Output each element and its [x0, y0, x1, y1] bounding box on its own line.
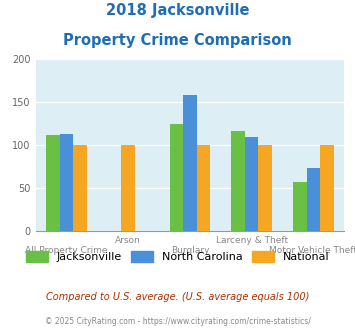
- Text: © 2025 CityRating.com - https://www.cityrating.com/crime-statistics/: © 2025 CityRating.com - https://www.city…: [45, 317, 310, 326]
- Bar: [293, 182, 307, 231]
- Bar: [170, 124, 183, 231]
- Bar: [73, 145, 87, 231]
- Bar: [46, 135, 60, 231]
- Bar: [320, 145, 334, 231]
- Text: Compared to U.S. average. (U.S. average equals 100): Compared to U.S. average. (U.S. average …: [46, 292, 309, 302]
- Bar: [60, 134, 73, 231]
- Text: 2018 Jacksonville: 2018 Jacksonville: [106, 3, 249, 18]
- Bar: [183, 95, 197, 231]
- Text: Burglary: Burglary: [171, 246, 209, 255]
- Text: Larceny & Theft: Larceny & Theft: [215, 236, 288, 245]
- Bar: [121, 145, 135, 231]
- Bar: [197, 145, 210, 231]
- Text: All Property Crime: All Property Crime: [25, 246, 108, 255]
- Text: Motor Vehicle Theft: Motor Vehicle Theft: [269, 246, 355, 255]
- Legend: Jacksonville, North Carolina, National: Jacksonville, North Carolina, National: [21, 247, 334, 267]
- Bar: [231, 131, 245, 231]
- Bar: [307, 168, 320, 231]
- Bar: [245, 138, 258, 231]
- Text: Arson: Arson: [115, 236, 141, 245]
- Text: Property Crime Comparison: Property Crime Comparison: [63, 33, 292, 48]
- Bar: [258, 145, 272, 231]
